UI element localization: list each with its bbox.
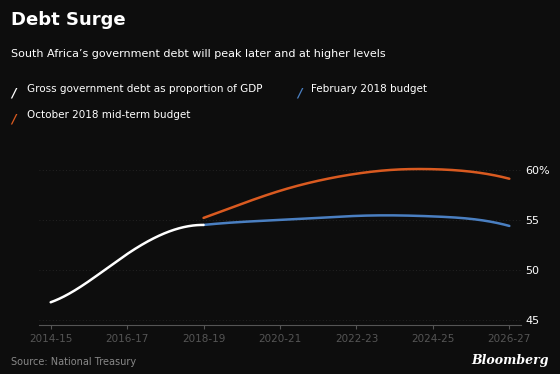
Text: /: / bbox=[297, 86, 301, 99]
Text: Source: National Treasury: Source: National Treasury bbox=[11, 356, 136, 367]
Text: October 2018 mid-term budget: October 2018 mid-term budget bbox=[27, 110, 190, 120]
Text: Bloomberg: Bloomberg bbox=[472, 353, 549, 367]
Text: Gross government debt as proportion of GDP: Gross government debt as proportion of G… bbox=[27, 84, 263, 94]
Text: /: / bbox=[11, 112, 16, 125]
Text: February 2018 budget: February 2018 budget bbox=[311, 84, 427, 94]
Text: South Africa’s government debt will peak later and at higher levels: South Africa’s government debt will peak… bbox=[11, 49, 386, 59]
Text: Debt Surge: Debt Surge bbox=[11, 11, 126, 29]
Text: /: / bbox=[11, 86, 16, 99]
